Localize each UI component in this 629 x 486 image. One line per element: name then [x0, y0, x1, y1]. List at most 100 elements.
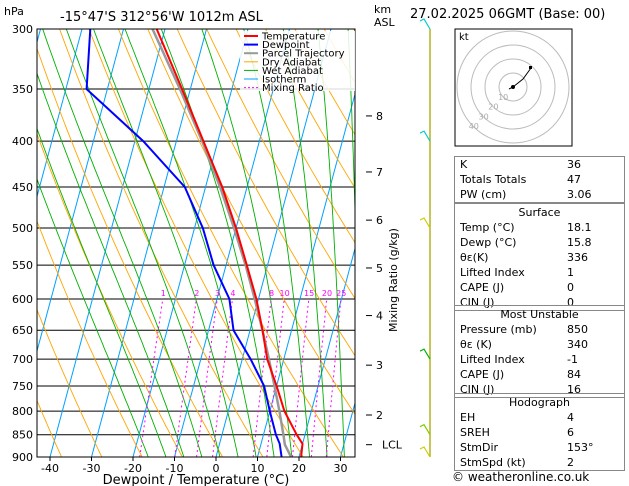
wet-adiabat-line: [65, 29, 221, 457]
legend-entry: Isotherm: [262, 75, 306, 86]
wet-adiabat-line: [347, 29, 355, 226]
hodograph-ring-label: 20: [488, 103, 498, 112]
dry-adiabat-line: [37, 308, 103, 457]
stat-row: EH 4: [455, 410, 624, 425]
temperature-line: [155, 29, 304, 457]
isotherm-line: [37, 29, 124, 353]
mixing-ratio-label: 8: [269, 289, 274, 298]
hpa-unit: hPa: [4, 5, 24, 18]
stat-row: StmSpd (kt) 2: [455, 455, 624, 470]
stat-value: 2: [567, 456, 574, 469]
stat-value: 0: [567, 281, 574, 294]
stat-key: CIN (J): [460, 383, 495, 396]
surface-table: Surface Temp (°C) 18.1 Dewp (°C) 15.8 θε(K) 3…: [454, 203, 625, 311]
legend-entry: Dewpoint: [262, 40, 310, 51]
dry-adiabat-line: [88, 29, 304, 457]
stat-key: Dewp (°C): [460, 236, 517, 249]
stat-value: 153°: [567, 441, 594, 454]
mixing-ratio-line: [196, 298, 218, 457]
most-unstable-table: Most Unstable Pressure (mb) 850 θε (K) 340 L…: [454, 305, 625, 398]
stat-value: 340: [567, 338, 588, 351]
wet-adiabat-line: [201, 29, 293, 457]
temperature-tick-label: -30: [83, 462, 101, 475]
stat-row: PW (cm) 3.06: [455, 187, 624, 202]
dry-adiabat-line: [235, 29, 355, 244]
mixing-ratio-line: [212, 298, 233, 457]
stat-key: Totals Totals: [460, 173, 527, 186]
wet-adiabat-line: [37, 177, 149, 457]
dry-adiabat-line: [147, 29, 355, 416]
hodograph-ring-label: 30: [479, 112, 489, 121]
stat-row: Totals Totals 47: [455, 172, 624, 187]
hodograph-unit-label: kt: [459, 32, 469, 43]
location-title: -15°47'S 312°56'W 1012m ASL: [60, 10, 264, 25]
wet-adiabat-line: [243, 29, 310, 457]
stat-row: Temp (°C) 18.1: [455, 220, 624, 235]
km-tick-label: 6: [376, 214, 383, 227]
stat-key: Lifted Index: [460, 266, 525, 279]
mixing-ratio-label: 20: [322, 289, 332, 298]
mixing-ratio-line: [139, 298, 164, 457]
km-tick-label: 3: [376, 359, 383, 372]
stat-key: θε (K): [460, 338, 492, 351]
temperature-tick-label: -20: [124, 462, 142, 475]
stat-row: CAPE (J) 0: [455, 280, 624, 295]
stat-value: -1: [567, 353, 578, 366]
stat-row: K 36: [455, 157, 624, 172]
wind-profile: [419, 18, 431, 458]
stat-row: Pressure (mb) 850: [455, 322, 624, 337]
temperature-tick-label: 20: [292, 462, 306, 475]
legend-entry: Parcel Trajectory: [262, 49, 345, 60]
temperature-tick-label: -10: [166, 462, 184, 475]
dry-adiabat-line: [59, 29, 264, 457]
most-unstable-title: Most Unstable: [500, 308, 579, 321]
dry-adiabat-line: [206, 29, 355, 300]
legend-entry: Dry Adiabat: [262, 57, 321, 68]
legend-entry: Mixing Ratio: [262, 83, 324, 94]
indices-table: K 36 Totals Totals 47 PW (cm) 3.06: [454, 156, 625, 203]
stat-key: K: [460, 158, 468, 171]
surface-title: Surface: [518, 206, 561, 219]
km-tick-label: 8: [376, 110, 383, 123]
stat-value: 6: [567, 426, 574, 439]
legend-entry: Wet Adiabat: [262, 66, 323, 77]
mixing-ratio-label: 4: [230, 289, 235, 298]
stat-value: 1: [567, 266, 574, 279]
pressure-tick-label: 350: [12, 83, 33, 96]
isotherm-line: [132, 29, 249, 457]
dry-adiabat-line: [176, 29, 355, 357]
stat-row: Lifted Index 1: [455, 265, 624, 280]
pressure-tick-label: 450: [12, 181, 33, 194]
mixing-ratio-label: 10: [280, 289, 290, 298]
stat-key: CAPE (J): [460, 281, 505, 294]
plot-frame: [36, 28, 356, 458]
temperature-tick-label: 10: [251, 462, 265, 475]
stat-value: 15.8: [567, 236, 592, 249]
stat-row: Lifted Index -1: [455, 352, 624, 367]
pressure-tick-label: 650: [12, 324, 33, 337]
km-tick-label: 4: [376, 310, 383, 323]
wet-adiabat-line: [124, 29, 257, 457]
mixing-ratio-label: 3: [215, 289, 220, 298]
copyright: © weatheronline.co.uk: [452, 470, 590, 484]
pressure-tick-label: 750: [12, 380, 33, 393]
dry-adiabat-line: [265, 29, 355, 189]
wet-adiabat-line: [42, 29, 203, 457]
mixing-ratio-line: [310, 298, 328, 457]
km-tick-label: 7: [376, 166, 383, 179]
wet-adiabat-line: [37, 72, 185, 457]
wet-adiabat-line: [317, 29, 345, 457]
hodograph-title: Hodograph: [509, 396, 570, 409]
pressure-tick-label: 700: [12, 353, 33, 366]
wet-adiabat-line: [37, 127, 167, 457]
stat-value: 47: [567, 173, 581, 186]
isotherm-line: [37, 29, 83, 199]
isotherm-line: [49, 29, 166, 457]
stat-value: 18.1: [567, 221, 592, 234]
stat-row: CIN (J) 16: [455, 382, 624, 397]
pressure-tick-label: 500: [12, 222, 33, 235]
dry-adiabat-line: [37, 132, 183, 457]
km-unit: km: [374, 3, 391, 16]
